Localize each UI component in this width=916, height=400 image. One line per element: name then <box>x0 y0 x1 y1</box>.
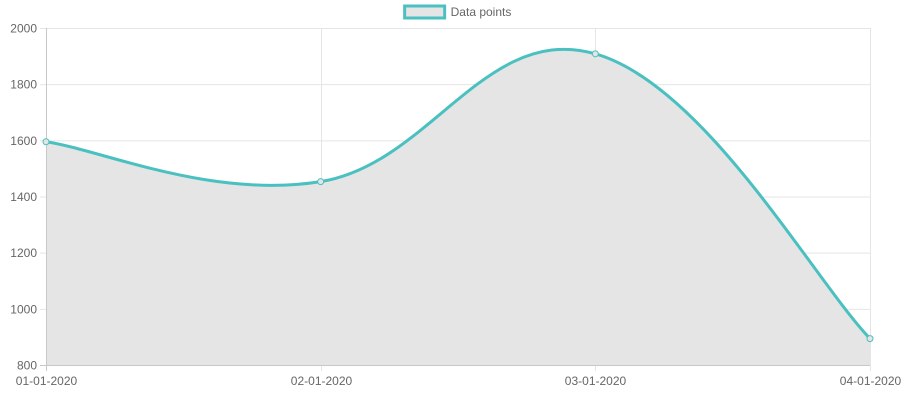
x-tick-label: 04-01-2020 <box>840 374 902 388</box>
x-tick-label: 02-01-2020 <box>291 374 353 388</box>
x-axis-tick-labels: 01-01-2020 02-01-2020 03-01-2020 04-01-2020 <box>16 374 902 388</box>
data-point <box>317 178 325 186</box>
y-tick-label: 2000 <box>10 22 37 36</box>
series-area <box>46 49 870 365</box>
axes <box>40 28 870 371</box>
y-tick-label: 1400 <box>10 190 37 204</box>
y-tick-label: 1200 <box>10 246 37 260</box>
y-tick-label: 1800 <box>10 78 37 92</box>
y-axis-tick-labels: 800 1000 1200 1400 1600 1800 2000 <box>10 22 37 373</box>
x-tick-label: 03-01-2020 <box>565 374 627 388</box>
data-point <box>42 138 50 146</box>
data-point <box>591 50 599 58</box>
x-tick-label: 01-01-2020 <box>16 374 78 388</box>
series-line-layer <box>44 47 872 341</box>
legend-swatch[interactable] <box>403 4 447 20</box>
legend-label[interactable]: Data points <box>451 5 512 19</box>
legend[interactable]: Data points <box>403 4 512 20</box>
y-tick-label: 1600 <box>10 134 37 148</box>
data-point <box>866 335 874 343</box>
data-points <box>42 50 874 343</box>
y-tick-label: 1000 <box>10 302 37 316</box>
series-line <box>44 47 872 341</box>
y-tick-label: 800 <box>17 359 37 373</box>
series-area-layer <box>46 49 870 365</box>
